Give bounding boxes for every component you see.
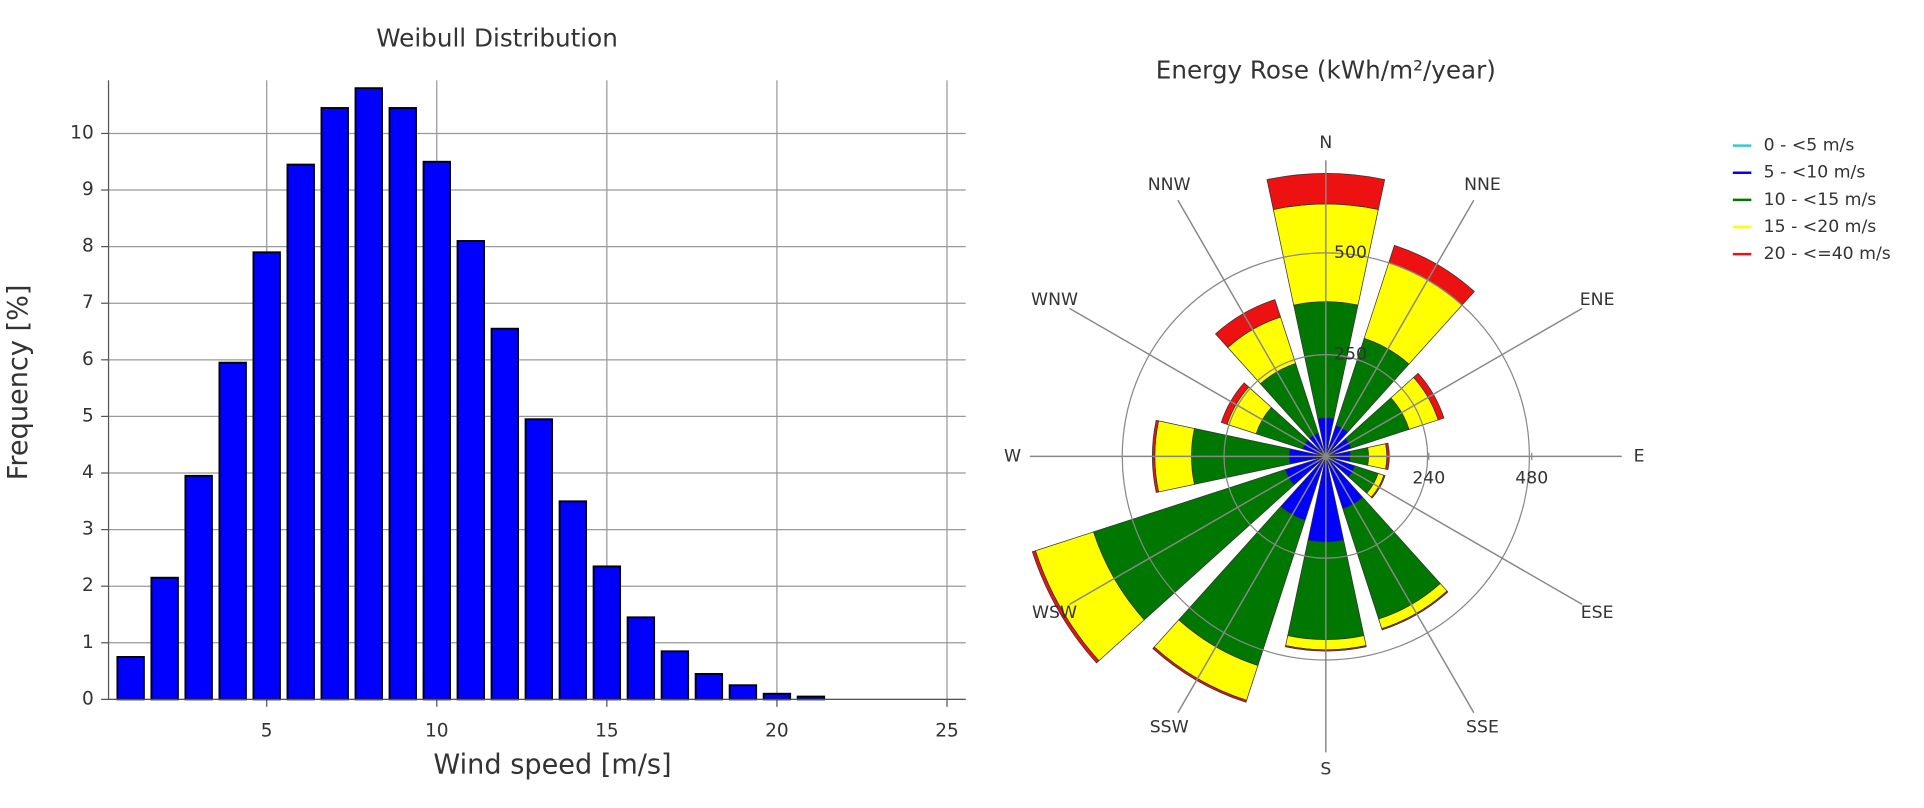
chart-title: Energy Rose (kWh/m²/year) xyxy=(1156,56,1496,85)
legend-label: 15 - <20 m/s xyxy=(1764,217,1877,237)
bar xyxy=(252,251,281,701)
r-tick-label: 500 xyxy=(1334,243,1367,263)
y-tick-label: 9 xyxy=(82,179,94,200)
direction-axis xyxy=(1069,455,1327,606)
bar xyxy=(456,240,485,701)
y-tick-label: 8 xyxy=(82,236,94,257)
bar xyxy=(286,163,315,701)
direction-axis xyxy=(1177,456,1327,714)
legend-label: 5 - <10 m/s xyxy=(1764,163,1866,183)
r2-tick-label: 240 xyxy=(1412,469,1445,489)
bar xyxy=(660,650,690,701)
direction-axis xyxy=(1069,307,1327,458)
legend-label: 10 - <15 m/s xyxy=(1764,190,1877,210)
direction-axis xyxy=(1325,456,1475,714)
x-tick-label: 25 xyxy=(935,720,959,741)
y-tick-label: 3 xyxy=(82,519,94,540)
bar xyxy=(762,692,792,701)
y-axis-label: Frequency [%] xyxy=(3,285,34,481)
direction-label: NNE xyxy=(1464,175,1501,195)
bar xyxy=(184,474,213,701)
direction-label: W xyxy=(1004,446,1021,466)
y-tick-label: 0 xyxy=(82,688,94,709)
y-tick-label: 1 xyxy=(82,632,94,653)
bar xyxy=(354,87,383,701)
direction-label: N xyxy=(1319,133,1332,153)
direction-label: WSW xyxy=(1032,603,1077,623)
rose-segment xyxy=(1370,474,1386,499)
direction-label: SSW xyxy=(1150,718,1189,738)
direction-label: E xyxy=(1634,446,1645,466)
legend-label: 20 - <=40 m/s xyxy=(1764,244,1891,264)
bar xyxy=(524,418,554,701)
direction-label: ESE xyxy=(1581,603,1614,623)
bar xyxy=(592,565,622,701)
y-tick-label: 10 xyxy=(70,122,94,143)
y-tick-label: 4 xyxy=(82,462,94,483)
direction-axis xyxy=(1325,307,1583,458)
rose-segment xyxy=(1031,550,1100,664)
bar xyxy=(150,576,179,701)
bar xyxy=(320,107,349,701)
bar xyxy=(558,500,588,701)
legend-label: 0 - <5 m/s xyxy=(1764,136,1855,156)
rose-segment xyxy=(1152,646,1248,703)
direction-axis xyxy=(1325,455,1583,606)
direction-label: S xyxy=(1320,760,1331,780)
bar xyxy=(490,327,519,701)
rose-segment xyxy=(1284,645,1367,652)
direction-axis xyxy=(1325,199,1475,457)
direction-label: ENE xyxy=(1580,290,1615,310)
x-tick-label: 10 xyxy=(425,720,449,741)
bar xyxy=(218,361,247,701)
bar xyxy=(694,672,724,701)
y-tick-label: 7 xyxy=(82,292,94,313)
r-tick-label: 250 xyxy=(1334,345,1367,365)
x-tick-label: 20 xyxy=(765,720,789,741)
x-tick-label: 15 xyxy=(595,720,619,741)
rose-segment xyxy=(1214,299,1282,349)
bar xyxy=(728,684,758,701)
direction-label: NNW xyxy=(1148,175,1191,195)
y-tick-label: 2 xyxy=(82,575,94,596)
x-tick-label: 5 xyxy=(261,720,273,741)
chart-title: Weibull Distribution xyxy=(376,24,618,53)
bar xyxy=(388,107,417,701)
bar xyxy=(116,656,145,701)
r2-tick-label: 480 xyxy=(1515,469,1548,489)
direction-label: WNW xyxy=(1031,290,1078,310)
direction-label: SSE xyxy=(1466,718,1499,738)
rose-segment xyxy=(1152,419,1160,493)
bar xyxy=(626,616,656,701)
y-tick-label: 5 xyxy=(82,405,94,426)
x-axis-label: Wind speed [m/s] xyxy=(433,749,671,780)
y-tick-label: 6 xyxy=(82,349,94,370)
direction-axis xyxy=(1177,199,1327,457)
rose-segment xyxy=(1381,590,1449,631)
bar xyxy=(422,160,451,701)
